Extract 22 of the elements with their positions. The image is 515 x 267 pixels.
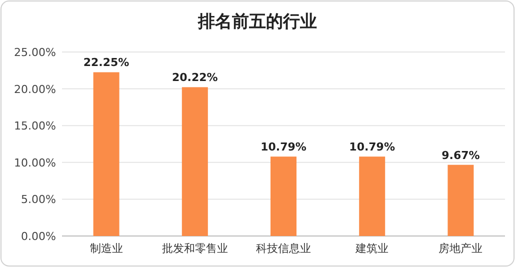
data-label: 10.79% [260, 140, 306, 154]
data-label: 10.79% [349, 140, 396, 154]
y-tick-label: 0.00% [21, 230, 56, 243]
y-tick-label: 20.00% [14, 82, 56, 96]
bar [270, 156, 296, 236]
y-tick-label: 25.00% [14, 46, 56, 59]
x-tick-label: 制造业 [90, 242, 123, 255]
bar [182, 87, 208, 236]
data-label: 22.25% [83, 56, 130, 70]
x-tick-label: 科技信息业 [256, 242, 311, 255]
data-label: 9.67% [442, 148, 480, 162]
y-tick-label: 10.00% [14, 156, 56, 170]
y-tick-label: 15.00% [14, 120, 56, 133]
data-label: 20.22% [172, 71, 218, 84]
bar [448, 164, 474, 236]
bar [359, 156, 386, 236]
y-tick-label: 5.00% [21, 193, 56, 206]
x-tick-label: 批发和零售业 [162, 242, 228, 255]
chart-title: 排名前五的行业 [197, 12, 317, 32]
x-tick-label: 建筑业 [354, 242, 389, 255]
x-tick-label: 房地产业 [438, 242, 483, 255]
bar [93, 72, 120, 236]
